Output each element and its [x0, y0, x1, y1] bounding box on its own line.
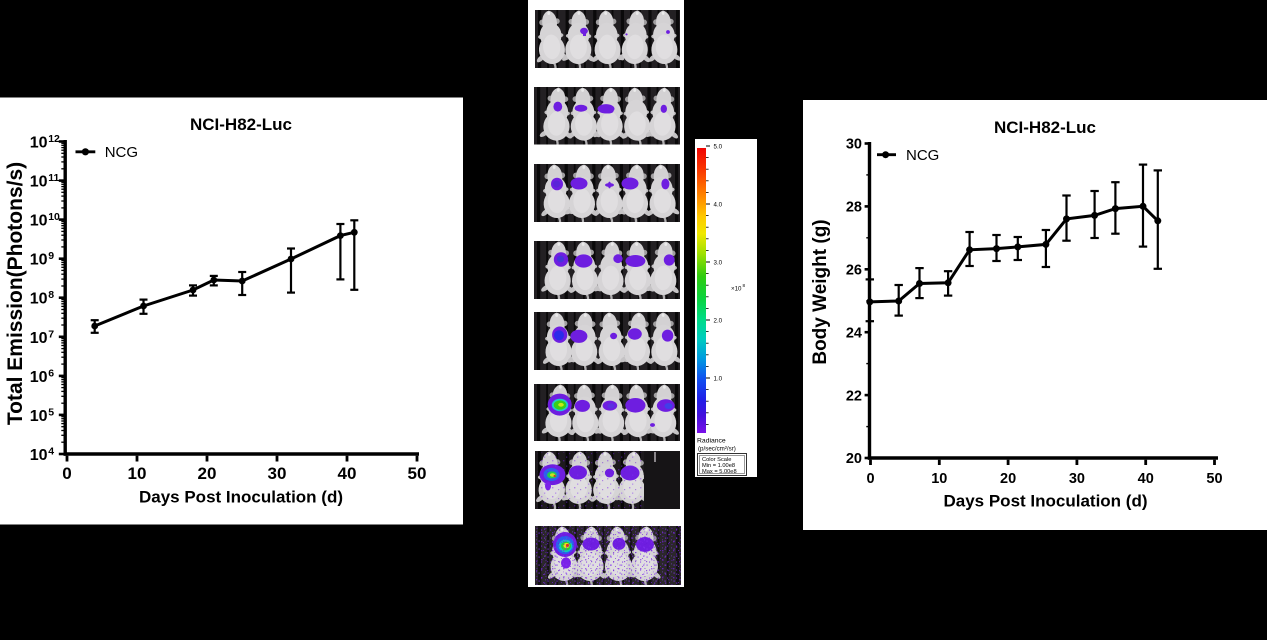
- svg-text:Color Scale: Color Scale: [702, 457, 731, 463]
- svg-text:NCI-H82-Luc: NCI-H82-Luc: [994, 118, 1096, 137]
- svg-text:NCG: NCG: [105, 144, 138, 161]
- svg-text:30: 30: [1069, 471, 1085, 487]
- svg-text:30: 30: [268, 464, 287, 483]
- svg-text:Min = 1.00e8: Min = 1.00e8: [702, 463, 735, 469]
- svg-text:0: 0: [866, 471, 874, 487]
- svg-text:10: 10: [30, 369, 48, 386]
- svg-text:20: 20: [1000, 471, 1016, 487]
- svg-text:Days Post Inoculation (d): Days Post Inoculation (d): [139, 488, 343, 507]
- svg-text:10: 10: [30, 135, 48, 152]
- svg-text:24: 24: [846, 325, 862, 341]
- svg-text:2.0: 2.0: [714, 318, 723, 325]
- svg-text:NCG: NCG: [906, 147, 939, 164]
- svg-text:28: 28: [846, 200, 862, 216]
- svg-text:20: 20: [846, 451, 862, 467]
- svg-text:30: 30: [846, 137, 862, 153]
- svg-text:Max = 5.00e8: Max = 5.00e8: [702, 469, 737, 475]
- svg-text:12: 12: [48, 133, 60, 145]
- svg-text:5.0: 5.0: [714, 144, 723, 151]
- svg-text:0: 0: [62, 464, 71, 483]
- svg-text:10: 10: [30, 252, 48, 269]
- svg-text:NCI-H82-Luc: NCI-H82-Luc: [190, 115, 292, 134]
- svg-text:9: 9: [48, 250, 54, 262]
- svg-text:50: 50: [1206, 471, 1222, 487]
- svg-text:26: 26: [846, 263, 862, 279]
- svg-text:10: 10: [30, 174, 48, 191]
- svg-text:1.0: 1.0: [714, 376, 723, 383]
- svg-text:8: 8: [743, 283, 746, 288]
- svg-text:10: 10: [30, 447, 48, 464]
- svg-text:×10: ×10: [731, 286, 742, 293]
- svg-text:5: 5: [48, 406, 54, 418]
- svg-text:10: 10: [30, 291, 48, 308]
- svg-text:40: 40: [1138, 471, 1154, 487]
- svg-text:(p/sec/cm²/sr): (p/sec/cm²/sr): [698, 446, 736, 453]
- svg-text:Total Emission(Photons/s): Total Emission(Photons/s): [4, 162, 27, 425]
- svg-text:4.0: 4.0: [714, 202, 723, 209]
- svg-text:10: 10: [128, 464, 147, 483]
- svg-text:10: 10: [30, 213, 48, 230]
- svg-text:10: 10: [48, 211, 60, 223]
- svg-text:20: 20: [198, 464, 217, 483]
- svg-text:10: 10: [30, 408, 48, 425]
- svg-text:11: 11: [48, 172, 59, 184]
- svg-text:7: 7: [48, 328, 54, 340]
- svg-text:8: 8: [48, 289, 54, 301]
- svg-text:22: 22: [846, 388, 862, 404]
- svg-text:40: 40: [338, 464, 357, 483]
- svg-text:50: 50: [408, 464, 427, 483]
- svg-text:3.0: 3.0: [714, 260, 723, 267]
- svg-text:6: 6: [48, 367, 54, 379]
- svg-text:Days Post Inoculation (d): Days Post Inoculation (d): [943, 492, 1147, 511]
- svg-text:10: 10: [30, 330, 48, 347]
- svg-text:Radiance: Radiance: [697, 438, 726, 445]
- svg-text:4: 4: [48, 446, 54, 458]
- svg-text:10: 10: [931, 471, 947, 487]
- svg-text:Body Weight (g): Body Weight (g): [810, 219, 831, 364]
